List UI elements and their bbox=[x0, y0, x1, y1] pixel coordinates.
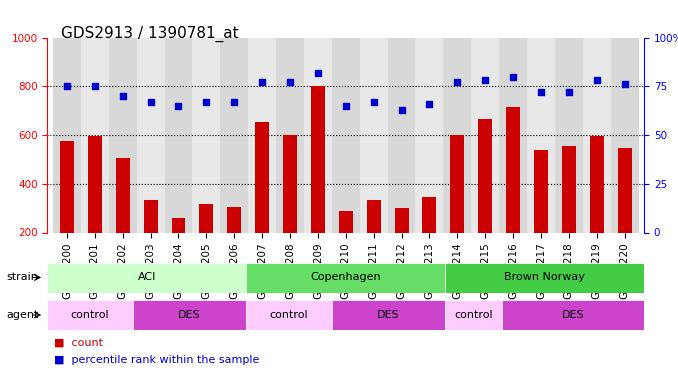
Bar bbox=[276, 38, 304, 232]
Bar bbox=[339, 211, 353, 281]
Bar bbox=[416, 38, 443, 232]
Bar bbox=[283, 135, 297, 281]
Bar bbox=[193, 38, 220, 232]
Bar bbox=[255, 122, 269, 281]
Text: DES: DES bbox=[562, 310, 584, 320]
Text: control: control bbox=[454, 310, 493, 320]
Bar bbox=[450, 135, 464, 281]
Bar bbox=[360, 38, 388, 232]
Point bbox=[508, 74, 519, 80]
Text: ■  percentile rank within the sample: ■ percentile rank within the sample bbox=[54, 355, 260, 365]
Point bbox=[563, 89, 574, 95]
Point bbox=[201, 99, 212, 105]
Bar bbox=[220, 38, 248, 232]
Bar bbox=[144, 200, 157, 281]
Bar bbox=[81, 38, 108, 232]
Point bbox=[89, 83, 100, 89]
Bar bbox=[422, 197, 437, 281]
Point bbox=[340, 103, 351, 109]
Bar bbox=[116, 158, 129, 281]
FancyBboxPatch shape bbox=[47, 262, 246, 292]
Bar bbox=[611, 38, 639, 232]
Point bbox=[117, 93, 128, 99]
Bar bbox=[443, 38, 471, 232]
Text: GDS2913 / 1390781_at: GDS2913 / 1390781_at bbox=[61, 26, 239, 42]
FancyBboxPatch shape bbox=[133, 300, 246, 330]
Point bbox=[173, 103, 184, 109]
Point bbox=[257, 80, 268, 86]
Bar bbox=[88, 136, 102, 281]
FancyBboxPatch shape bbox=[445, 262, 644, 292]
Text: ■  count: ■ count bbox=[54, 338, 103, 348]
Text: Copenhagen: Copenhagen bbox=[311, 273, 381, 282]
Bar bbox=[562, 146, 576, 281]
Text: strain: strain bbox=[7, 273, 39, 282]
Bar bbox=[388, 38, 416, 232]
Text: DES: DES bbox=[377, 310, 400, 320]
Bar bbox=[53, 38, 81, 232]
Point bbox=[396, 106, 407, 112]
Bar bbox=[60, 141, 74, 281]
Point bbox=[480, 77, 491, 83]
Point bbox=[619, 81, 630, 87]
Bar bbox=[534, 150, 548, 281]
Point bbox=[424, 101, 435, 107]
Text: control: control bbox=[71, 310, 109, 320]
Point bbox=[591, 77, 602, 83]
Bar bbox=[199, 204, 214, 281]
Bar bbox=[248, 38, 276, 232]
Bar bbox=[499, 38, 527, 232]
Point bbox=[536, 89, 546, 95]
Bar bbox=[471, 38, 499, 232]
Text: agent: agent bbox=[7, 310, 39, 320]
Bar bbox=[367, 200, 380, 281]
Bar bbox=[506, 107, 520, 281]
Bar bbox=[527, 38, 555, 232]
Point bbox=[285, 80, 296, 86]
FancyBboxPatch shape bbox=[47, 300, 133, 330]
Text: DES: DES bbox=[178, 310, 201, 320]
Bar bbox=[555, 38, 583, 232]
FancyBboxPatch shape bbox=[246, 262, 445, 292]
Text: Brown Norway: Brown Norway bbox=[504, 273, 585, 282]
Point bbox=[452, 80, 462, 86]
Text: control: control bbox=[270, 310, 308, 320]
Bar bbox=[227, 207, 241, 281]
Bar bbox=[172, 218, 186, 281]
Bar bbox=[165, 38, 193, 232]
Point bbox=[62, 83, 73, 89]
Bar bbox=[618, 148, 631, 281]
Bar bbox=[395, 208, 409, 281]
FancyBboxPatch shape bbox=[332, 300, 445, 330]
Bar bbox=[304, 38, 332, 232]
Bar bbox=[478, 119, 492, 281]
FancyBboxPatch shape bbox=[445, 300, 502, 330]
Bar bbox=[583, 38, 611, 232]
Bar bbox=[332, 38, 360, 232]
Point bbox=[313, 70, 323, 76]
FancyBboxPatch shape bbox=[246, 300, 332, 330]
FancyBboxPatch shape bbox=[502, 300, 644, 330]
Bar bbox=[108, 38, 137, 232]
Bar bbox=[137, 38, 165, 232]
Text: ACI: ACI bbox=[138, 273, 156, 282]
Bar bbox=[311, 86, 325, 281]
Point bbox=[368, 99, 379, 105]
Bar bbox=[590, 136, 603, 281]
Point bbox=[145, 99, 156, 105]
Point bbox=[229, 99, 240, 105]
